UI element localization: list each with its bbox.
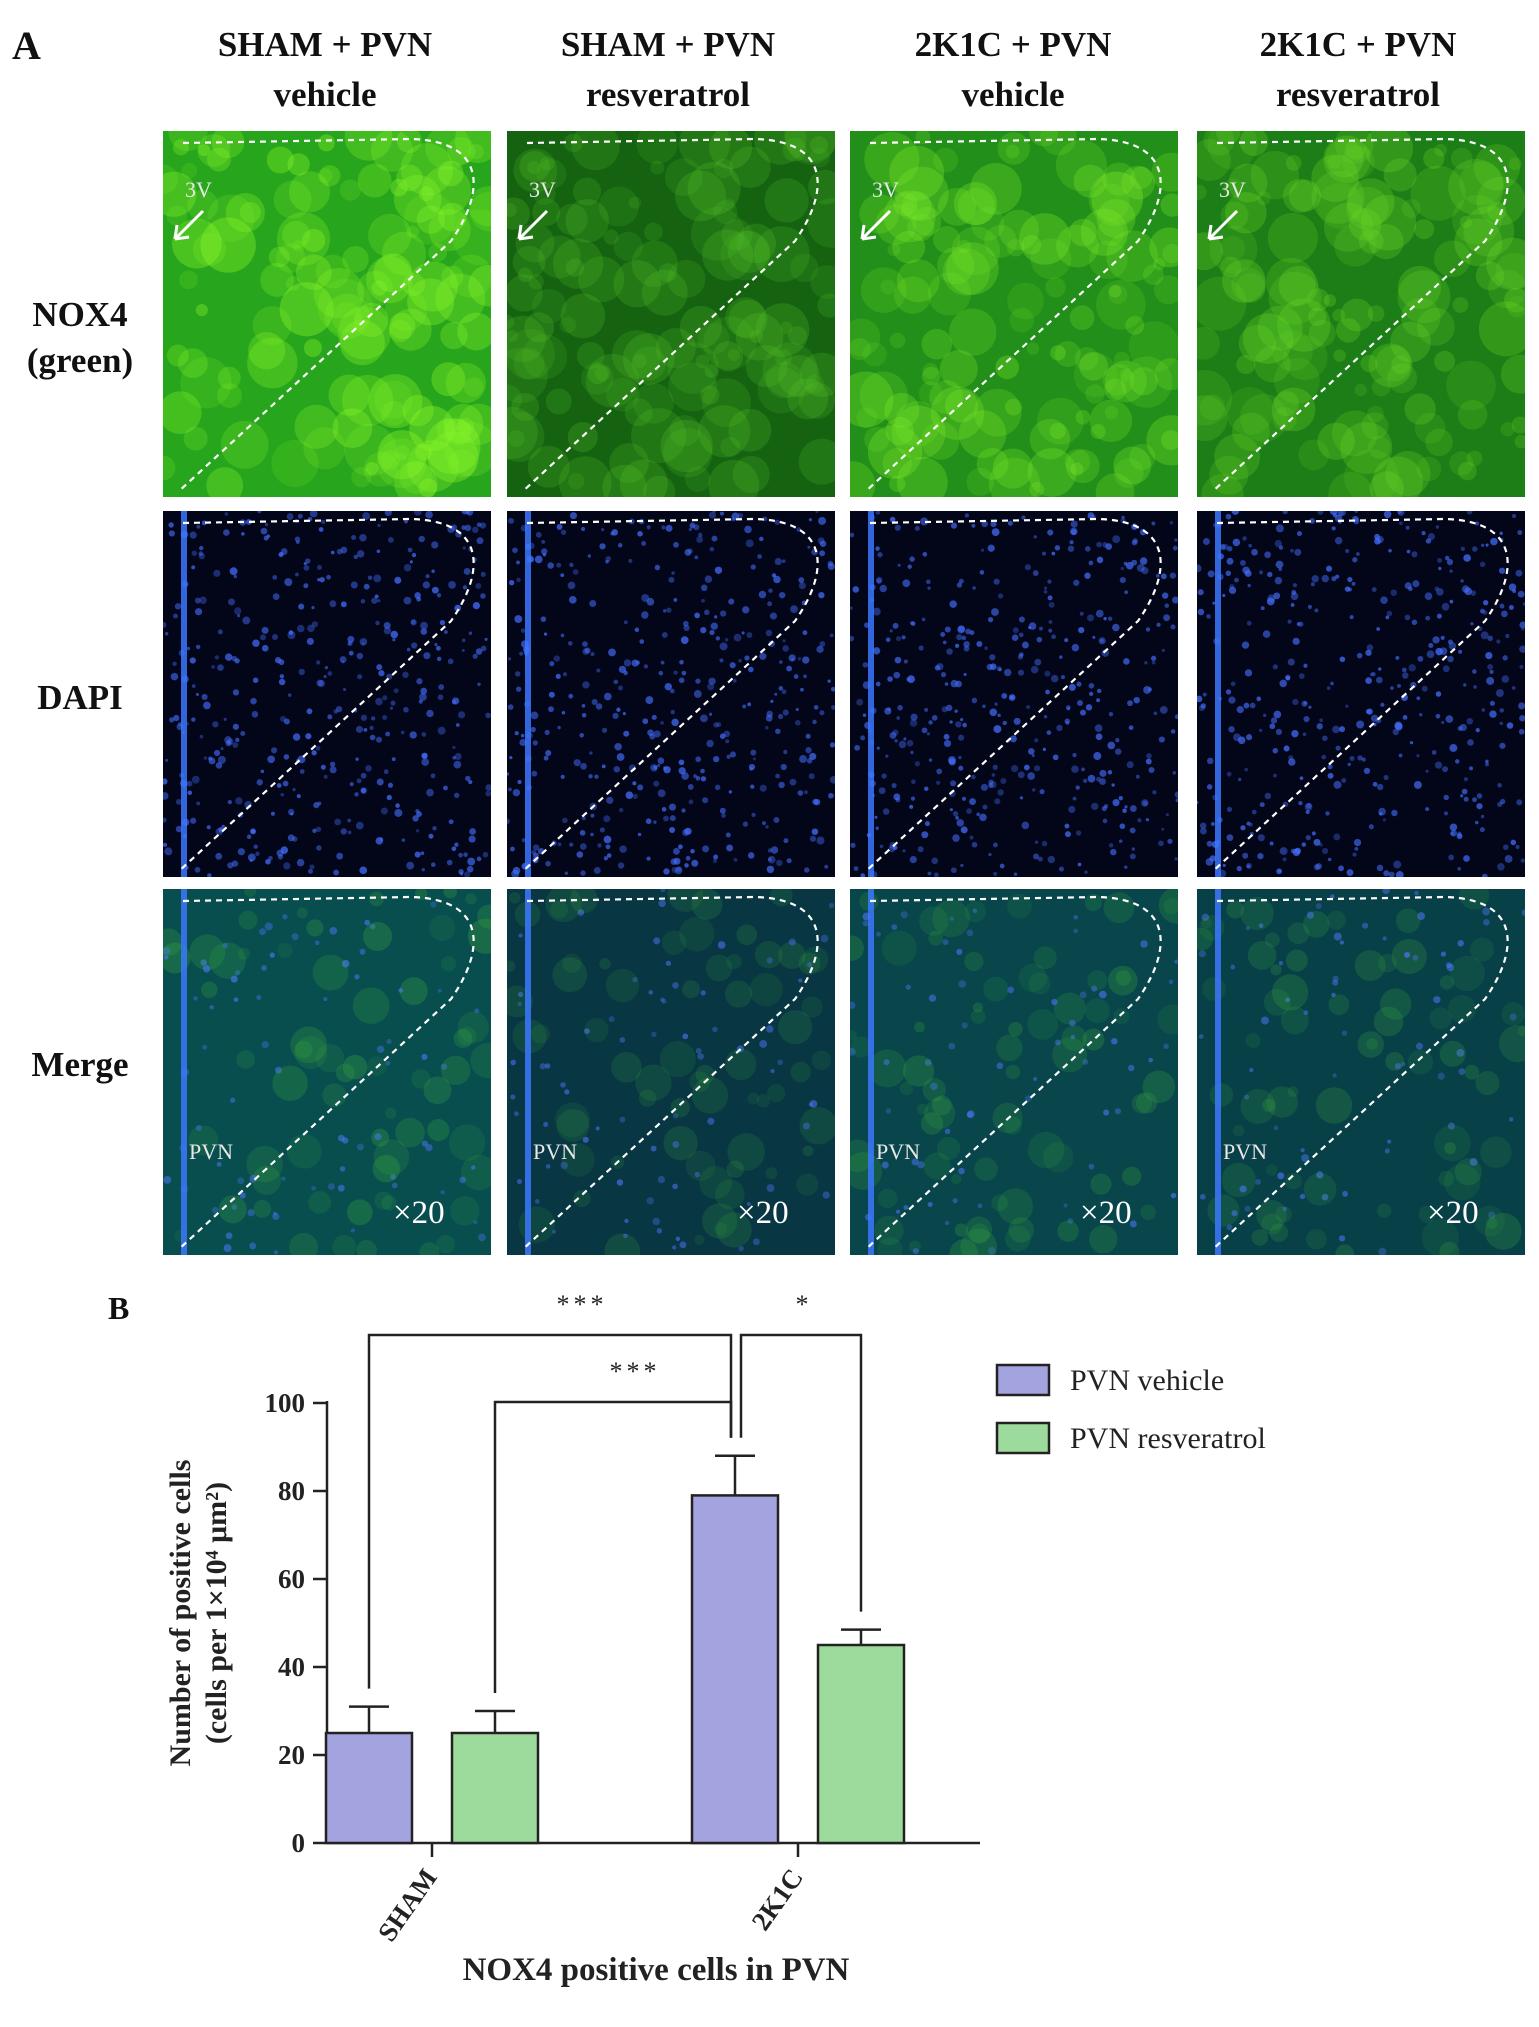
row-label-line1: DAPI — [37, 678, 123, 717]
micrograph-image — [163, 131, 491, 497]
magnification-label: ×20 — [393, 1195, 445, 1231]
significance-bracket — [367, 1333, 733, 1689]
micrograph-dapi-3 — [850, 511, 1178, 877]
row-label-dapi: DAPI — [0, 675, 160, 721]
micrograph-nox4-3: 3V — [850, 131, 1178, 497]
bar-sham-resveratrol — [450, 1731, 540, 1845]
micrograph-image — [850, 131, 1178, 497]
micrograph-image — [850, 511, 1178, 877]
y-tick-label: 20 — [278, 1740, 305, 1770]
micrograph-nox4-1: 3V — [163, 131, 491, 497]
column-header-line2: resveratrol — [1276, 75, 1440, 114]
micrograph-image — [507, 131, 835, 497]
ventricle-label: 3V — [872, 177, 899, 202]
y-axis-title: Number of positive cells (cells per 1×10⁴… — [164, 1460, 233, 1767]
column-header-line1: 2K1C + PVN — [914, 25, 1112, 64]
significance-label: * — [796, 1290, 809, 1319]
micrograph-image — [507, 511, 835, 877]
row-label-line1: NOX4 — [32, 295, 128, 334]
column-header-2k1c-vehicle: 2K1C + PVN vehicle — [848, 20, 1178, 120]
micrograph-dapi-2 — [507, 511, 835, 877]
significance-label: *** — [610, 1357, 661, 1386]
micrograph-merge-2: PVN ×20 — [507, 889, 835, 1255]
micrograph-merge-3: PVN ×20 — [850, 889, 1178, 1255]
row-label-line1: Merge — [31, 1045, 129, 1084]
bar-sham-vehicle — [324, 1731, 414, 1845]
column-header-line1: 2K1C + PVN — [1259, 25, 1457, 64]
micrograph-image — [1197, 511, 1525, 877]
pvn-region-label: PVN — [189, 1139, 234, 1164]
y-tick-label: 40 — [278, 1652, 305, 1682]
ventricle-label: 3V — [529, 177, 556, 202]
y-tick-label: 80 — [278, 1476, 305, 1506]
panel-a-letter: A — [12, 23, 41, 68]
micrograph-image — [1197, 889, 1525, 1255]
micrograph-nox4-4: 3V — [1197, 131, 1525, 497]
magnification-label: ×20 — [1080, 1195, 1132, 1231]
micrograph-dapi-4 — [1197, 511, 1525, 877]
micrograph-image — [507, 889, 835, 1255]
x-category-label: 2K1C — [746, 1863, 809, 1936]
column-header-sham-vehicle: SHAM + PVN vehicle — [160, 20, 490, 120]
micrograph-image — [1197, 131, 1525, 497]
significance-bracket — [739, 1333, 863, 1612]
y-tick-label: 100 — [265, 1388, 306, 1418]
micrograph-image — [850, 889, 1178, 1255]
column-header-line2: vehicle — [273, 75, 377, 114]
legend-swatch — [995, 1363, 1051, 1397]
column-header-sham-resveratrol: SHAM + PVN resveratrol — [503, 20, 833, 120]
row-label-merge: Merge — [0, 1042, 160, 1088]
micrograph-nox4-2: 3V — [507, 131, 835, 497]
column-header-line2: resveratrol — [586, 75, 750, 114]
significance-label: *** — [557, 1290, 608, 1319]
panel-b-letter: B — [108, 1290, 130, 1326]
micrograph-image — [163, 889, 491, 1255]
legend-swatch — [995, 1421, 1051, 1455]
pvn-region-label: PVN — [876, 1139, 921, 1164]
x-category-label: SHAM — [372, 1863, 443, 1947]
column-header-line2: vehicle — [961, 75, 1065, 114]
bar-2k1c-vehicle — [690, 1494, 780, 1845]
magnification-label: ×20 — [737, 1195, 789, 1231]
column-header-2k1c-resveratrol: 2K1C + PVN resveratrol — [1193, 20, 1523, 120]
micrograph-merge-1: PVN ×20 — [163, 889, 491, 1255]
micrograph-dapi-1 — [163, 511, 491, 877]
bar-2k1c-resveratrol — [816, 1643, 906, 1845]
pvn-region-label: PVN — [1223, 1139, 1268, 1164]
chart-title: NOX4 positive cells in PVN — [463, 1952, 850, 1988]
legend-label: PVN vehicle — [1070, 1364, 1224, 1397]
row-label-nox4: NOX4 (green) — [0, 292, 160, 384]
y-tick-label: 60 — [278, 1564, 305, 1594]
y-tick-label: 0 — [292, 1828, 306, 1858]
legend-label: PVN resveratrol — [1070, 1422, 1266, 1455]
column-header-line1: SHAM + PVN — [217, 25, 433, 64]
pvn-region-label: PVN — [533, 1139, 578, 1164]
row-label-line2: (green) — [26, 341, 134, 380]
ventricle-label: 3V — [1219, 177, 1246, 202]
micrograph-merge-4: PVN ×20 — [1197, 889, 1525, 1255]
column-header-line1: SHAM + PVN — [560, 25, 776, 64]
micrograph-image — [163, 511, 491, 877]
significance-bracket — [493, 1400, 733, 1693]
magnification-label: ×20 — [1427, 1195, 1479, 1231]
ventricle-label: 3V — [185, 177, 212, 202]
